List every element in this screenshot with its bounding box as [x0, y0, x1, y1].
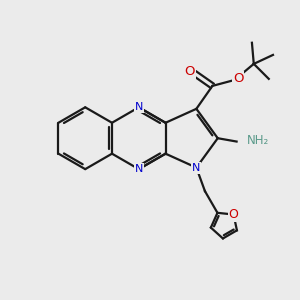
- Text: N: N: [135, 164, 143, 174]
- Text: NH₂: NH₂: [247, 134, 269, 147]
- Text: O: O: [229, 208, 238, 221]
- Text: O: O: [185, 65, 195, 78]
- Text: O: O: [233, 72, 243, 85]
- Text: N: N: [192, 163, 201, 172]
- Text: N: N: [135, 102, 143, 112]
